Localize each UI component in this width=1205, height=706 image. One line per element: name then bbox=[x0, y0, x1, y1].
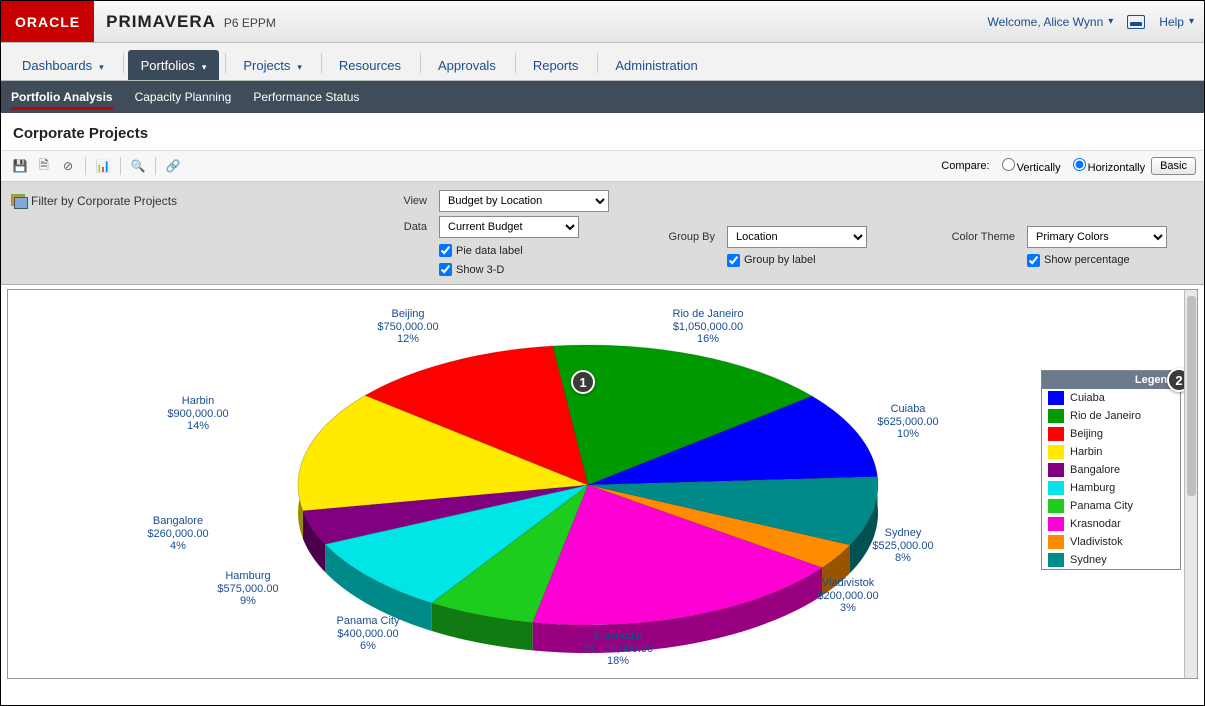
legend-title: Legend bbox=[1042, 371, 1180, 389]
legend-swatch bbox=[1048, 409, 1064, 423]
legend-label: Panama City bbox=[1070, 500, 1133, 512]
legend-swatch bbox=[1048, 427, 1064, 441]
legend-label: Krasnodar bbox=[1070, 518, 1121, 530]
filter-icon[interactable] bbox=[11, 194, 27, 208]
legend-label: Harbin bbox=[1070, 446, 1102, 458]
show-pct-chk[interactable]: Show percentage bbox=[1027, 254, 1191, 267]
callout-1: 1 bbox=[571, 370, 595, 394]
slice-label-harbin: Harbin$900,000.0014% bbox=[167, 395, 228, 433]
legend-label: Bangalore bbox=[1070, 464, 1120, 476]
legend-item-rio-de-janeiro[interactable]: Rio de Janeiro bbox=[1042, 407, 1180, 425]
page-title: Corporate Projects bbox=[1, 113, 1204, 151]
slice-label-panama-city: Panama City$400,000.006% bbox=[337, 615, 400, 653]
legend-item-beijing[interactable]: Beijing bbox=[1042, 425, 1180, 443]
slice-label-sydney: Sydney$525,000.008% bbox=[872, 527, 933, 565]
product-title: PRIMAVERA P6 EPPM bbox=[106, 12, 276, 32]
legend-item-sydney[interactable]: Sydney bbox=[1042, 551, 1180, 569]
nav-tab-resources[interactable]: Resources bbox=[326, 50, 414, 80]
legend-swatch bbox=[1048, 517, 1064, 531]
groupby-select[interactable]: Location bbox=[727, 226, 867, 248]
legend-swatch bbox=[1048, 463, 1064, 477]
save-icon[interactable]: 💾 bbox=[9, 155, 31, 177]
slice-label-hamburg: Hamburg$575,000.009% bbox=[217, 570, 278, 608]
compare-label: Compare: bbox=[941, 160, 989, 172]
legend-label: Hamburg bbox=[1070, 482, 1115, 494]
legend-swatch bbox=[1048, 535, 1064, 549]
scrollbar[interactable] bbox=[1184, 290, 1198, 678]
basic-button[interactable]: Basic bbox=[1151, 157, 1196, 175]
welcome-user[interactable]: Welcome, Alice Wynn bbox=[988, 15, 1114, 29]
nav-tab-portfolios[interactable]: Portfolios bbox=[128, 50, 220, 80]
pie-data-label-chk[interactable]: Pie data label bbox=[439, 244, 631, 257]
theme-select[interactable]: Primary Colors bbox=[1027, 226, 1167, 248]
slice-label-krasnodar: Krasnodar$1,150,000.0018% bbox=[583, 630, 653, 668]
legend-item-bangalore[interactable]: Bangalore bbox=[1042, 461, 1180, 479]
legend: Legend Cuiaba Rio de Janeiro Beijing Harbin… bbox=[1041, 370, 1181, 570]
legend-label: Cuiaba bbox=[1070, 392, 1105, 404]
slice-label-beijing: Beijing$750,000.0012% bbox=[377, 308, 438, 346]
legend-swatch bbox=[1048, 499, 1064, 513]
nav-tab-reports[interactable]: Reports bbox=[520, 50, 592, 80]
legend-item-harbin[interactable]: Harbin bbox=[1042, 443, 1180, 461]
groupby-label-chk[interactable]: Group by label bbox=[727, 254, 921, 267]
groupby-label: Group By bbox=[641, 231, 721, 243]
nav-tab-projects[interactable]: Projects bbox=[230, 50, 315, 80]
inbox-icon[interactable] bbox=[1127, 15, 1145, 29]
data-select[interactable]: Current Budget bbox=[439, 216, 579, 238]
nav-tab-administration[interactable]: Administration bbox=[602, 50, 710, 80]
content: Corporate Projects 💾 🗎 ⊘ 📊 🔍 🔗 Compare: … bbox=[1, 113, 1204, 679]
search-icon[interactable]: 🔍 bbox=[127, 155, 149, 177]
legend-swatch bbox=[1048, 445, 1064, 459]
compare-horizontal[interactable]: Horizontally bbox=[1067, 158, 1145, 174]
legend-swatch bbox=[1048, 391, 1064, 405]
legend-item-vladivistok[interactable]: Vladivistok bbox=[1042, 533, 1180, 551]
view-select[interactable]: Budget by Location bbox=[439, 190, 609, 212]
slice-label-vladivistok: Vladivistok$200,000.003% bbox=[817, 577, 878, 615]
show-3d-chk[interactable]: Show 3-D bbox=[439, 263, 631, 276]
product-main: PRIMAVERA bbox=[106, 12, 216, 32]
legend-label: Beijing bbox=[1070, 428, 1103, 440]
slice-label-rio-de-janeiro: Rio de Janeiro$1,050,000.0016% bbox=[673, 308, 744, 346]
legend-item-krasnodar[interactable]: Krasnodar bbox=[1042, 515, 1180, 533]
slice-label-bangalore: Bangalore$260,000.004% bbox=[147, 515, 208, 553]
legend-label: Vladivistok bbox=[1070, 536, 1123, 548]
data-label: Data bbox=[361, 221, 433, 233]
legend-swatch bbox=[1048, 553, 1064, 567]
oracle-logo: ORACLE bbox=[1, 1, 94, 42]
chart-icon[interactable]: 📊 bbox=[92, 155, 114, 177]
product-sub: P6 EPPM bbox=[224, 16, 276, 30]
legend-label: Rio de Janeiro bbox=[1070, 410, 1141, 422]
help-link[interactable]: Help bbox=[1159, 15, 1194, 29]
controls-panel: Filter by Corporate Projects View Budget… bbox=[1, 182, 1204, 285]
slice-label-cuiaba: Cuiaba$625,000.0010% bbox=[877, 403, 938, 441]
legend-label: Sydney bbox=[1070, 554, 1107, 566]
toolbar: 💾 🗎 ⊘ 📊 🔍 🔗 Compare: Vertically Horizont… bbox=[1, 151, 1204, 182]
theme-label: Color Theme bbox=[931, 231, 1021, 243]
cancel-icon[interactable]: ⊘ bbox=[57, 155, 79, 177]
nav-tab-approvals[interactable]: Approvals bbox=[425, 50, 509, 80]
legend-swatch bbox=[1048, 481, 1064, 495]
chart-area: Rio de Janeiro$1,050,000.0016% Cuiaba$625… bbox=[7, 289, 1198, 679]
subnav-capacity-planning[interactable]: Capacity Planning bbox=[135, 84, 232, 110]
nav-tab-dashboards[interactable]: Dashboards bbox=[9, 50, 117, 80]
legend-item-hamburg[interactable]: Hamburg bbox=[1042, 479, 1180, 497]
compare-vertical[interactable]: Vertically bbox=[996, 158, 1061, 174]
filter-label: Filter by Corporate Projects bbox=[31, 194, 177, 208]
link-icon[interactable]: 🔗 bbox=[162, 155, 184, 177]
legend-item-panama-city[interactable]: Panama City bbox=[1042, 497, 1180, 515]
sub-nav: Portfolio Analysis Capacity Planning Perfo… bbox=[1, 81, 1204, 113]
legend-item-cuiaba[interactable]: Cuiaba bbox=[1042, 389, 1180, 407]
subnav-portfolio-analysis[interactable]: Portfolio Analysis bbox=[11, 84, 113, 110]
save-as-icon[interactable]: 🗎 bbox=[33, 155, 55, 177]
subnav-performance-status[interactable]: Performance Status bbox=[253, 84, 359, 110]
main-nav: Dashboards Portfolios Projects Resources App… bbox=[1, 43, 1204, 81]
view-label: View bbox=[361, 195, 433, 207]
app-header: ORACLE PRIMAVERA P6 EPPM Welcome, Alice … bbox=[1, 1, 1204, 43]
